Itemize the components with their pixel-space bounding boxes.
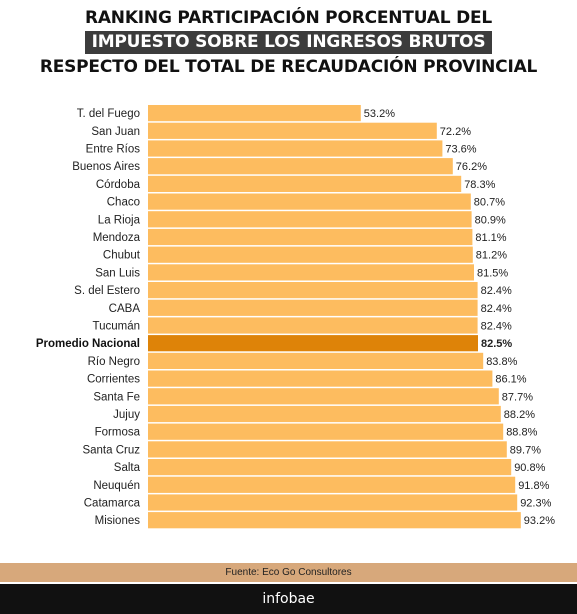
value-label-3: 76.2% — [456, 161, 487, 173]
value-label-19: 89.7% — [510, 444, 541, 456]
category-label-1: San Juan — [91, 126, 140, 138]
category-label-5: Chaco — [107, 197, 140, 209]
bar-11 — [148, 299, 478, 316]
bar-3 — [148, 158, 453, 175]
bar-2 — [148, 140, 443, 157]
value-label-14: 83.8% — [486, 356, 517, 368]
bar-12 — [148, 317, 478, 334]
bar-19 — [148, 441, 507, 458]
value-label-6: 80.9% — [475, 214, 506, 226]
category-label-8: Chubut — [103, 250, 141, 262]
bar-20 — [148, 459, 512, 476]
brand-bar: infobae — [0, 584, 577, 614]
category-label-19: Santa Cruz — [82, 444, 140, 456]
value-label-2: 73.6% — [445, 144, 476, 156]
bar-chart: T. del Fuego 53.2% San Juan 72.2% Entre Ríos… — [36, 105, 555, 529]
category-label-20: Salta — [114, 462, 141, 474]
category-label-7: Mendoza — [93, 232, 141, 244]
bar-13 — [148, 335, 478, 352]
value-label-0: 53.2% — [364, 108, 395, 120]
bar-6 — [148, 211, 472, 228]
bar-21 — [148, 476, 516, 493]
value-label-18: 88.8% — [506, 427, 537, 439]
value-label-12: 82.4% — [481, 321, 512, 333]
bar-23 — [148, 512, 521, 529]
value-label-4: 78.3% — [464, 179, 495, 191]
bar-18 — [148, 423, 504, 440]
source-text: Fuente: Eco Go Consultores — [225, 567, 352, 578]
value-label-5: 80.7% — [474, 197, 505, 209]
brand-logo: infobae — [262, 591, 315, 607]
title-line-2-highlighted: IMPUESTO SOBRE LOS INGRESOS BRUTOS — [84, 31, 493, 54]
value-label-10: 82.4% — [481, 285, 512, 297]
value-label-13: 82.5% — [481, 338, 512, 350]
category-label-13: Promedio Nacional — [36, 338, 140, 350]
value-label-15: 86.1% — [495, 374, 526, 386]
category-label-22: Catamarca — [84, 498, 141, 510]
bar-1 — [148, 122, 437, 139]
chart-title: RANKING PARTICIPACIÓN PORCENTUAL DEL IMP… — [0, 6, 577, 79]
bar-8 — [148, 246, 473, 263]
category-label-4: Córdoba — [96, 179, 141, 191]
bar-9 — [148, 264, 474, 281]
value-label-7: 81.1% — [475, 232, 506, 244]
category-label-18: Formosa — [95, 427, 141, 439]
value-label-1: 72.2% — [440, 126, 471, 138]
category-label-10: S. del Estero — [74, 285, 140, 297]
bar-4 — [148, 175, 462, 192]
category-label-23: Misiones — [95, 515, 141, 527]
category-label-2: Entre Ríos — [86, 144, 141, 156]
value-label-21: 91.8% — [518, 480, 549, 492]
title-line-3: RESPECTO DEL TOTAL DE RECAUDACIÓN PROVIN… — [39, 57, 538, 77]
bar-5 — [148, 193, 471, 210]
value-label-20: 90.8% — [514, 462, 545, 474]
category-label-9: San Luis — [95, 267, 140, 279]
category-label-3: Buenos Aires — [72, 161, 140, 173]
value-label-16: 87.7% — [502, 391, 533, 403]
category-label-12: Tucumán — [92, 321, 140, 333]
bar-7 — [148, 228, 473, 246]
category-label-11: CABA — [109, 303, 141, 315]
value-label-17: 88.2% — [504, 409, 535, 421]
source-bar: Fuente: Eco Go Consultores — [0, 563, 577, 582]
category-label-16: Santa Fe — [93, 391, 140, 403]
bar-14 — [148, 352, 484, 369]
bar-16 — [148, 388, 499, 405]
category-label-21: Neuquén — [93, 480, 140, 492]
title-line-1: RANKING PARTICIPACIÓN PORCENTUAL DEL — [84, 8, 493, 28]
bar-22 — [148, 494, 518, 511]
value-label-9: 81.5% — [477, 267, 508, 279]
bar-17 — [148, 405, 501, 423]
bar-10 — [148, 282, 478, 299]
category-label-15: Corrientes — [87, 374, 140, 386]
value-label-23: 93.2% — [524, 515, 555, 527]
bar-0 — [148, 105, 361, 122]
bar-15 — [148, 370, 493, 387]
category-label-0: T. del Fuego — [77, 108, 140, 120]
value-label-11: 82.4% — [481, 303, 512, 315]
category-label-6: La Rioja — [98, 214, 141, 226]
category-label-14: Río Negro — [88, 356, 140, 368]
value-label-8: 81.2% — [476, 250, 507, 262]
category-label-17: Jujuy — [113, 409, 140, 421]
value-label-22: 92.3% — [520, 498, 551, 510]
